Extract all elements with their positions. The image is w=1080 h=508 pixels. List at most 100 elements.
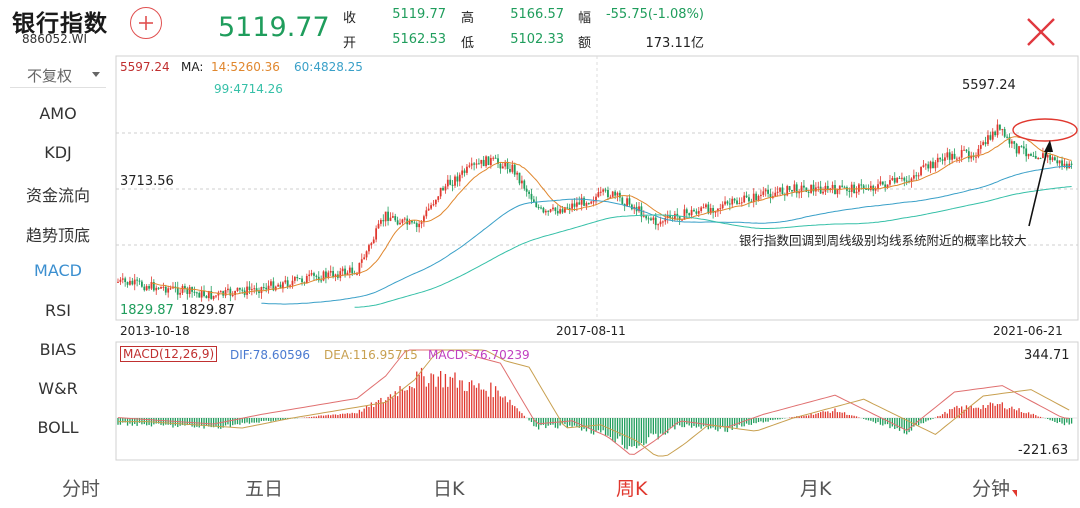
moving-average-lines xyxy=(151,136,1072,308)
candle-body xyxy=(456,176,459,182)
candle-body xyxy=(552,207,554,210)
indicator-kdj[interactable]: KDJ xyxy=(44,143,72,162)
candle-body xyxy=(1010,141,1013,144)
indicator-boll[interactable]: BOLL xyxy=(37,418,79,437)
candle-body xyxy=(284,280,287,283)
candle-body xyxy=(236,287,239,291)
indicator-bias[interactable]: BIAS xyxy=(39,340,77,359)
candle-body xyxy=(119,279,122,282)
tab-monthly-k[interactable]: 月K xyxy=(800,474,831,501)
candle-body xyxy=(382,220,385,222)
candle-body xyxy=(329,270,332,273)
legend-ma-label: MA: xyxy=(181,60,204,74)
add-watchlist-button[interactable] xyxy=(130,7,162,39)
amount-label: 额 xyxy=(578,36,592,51)
candle-body xyxy=(891,177,894,181)
candle-body xyxy=(203,290,205,297)
indicator-amo[interactable]: AMO xyxy=(39,104,77,123)
macd-signal-line xyxy=(117,349,1070,455)
candle-body xyxy=(960,149,963,158)
candle-body xyxy=(716,208,719,212)
tab-five-day[interactable]: 五日 xyxy=(245,474,283,501)
candle-body xyxy=(1013,141,1016,144)
candle-body xyxy=(372,239,375,244)
candle-body xyxy=(544,210,547,213)
tab-label: 分时 xyxy=(62,478,101,500)
candle-body xyxy=(953,153,956,159)
candle-body xyxy=(979,145,982,149)
tab-minute[interactable]: 分钟 xyxy=(972,474,1018,501)
indicator-wr[interactable]: W&R xyxy=(38,379,78,398)
candle-body xyxy=(881,181,884,185)
candle-body xyxy=(145,286,148,291)
candle-body xyxy=(434,199,437,205)
candle-body xyxy=(176,287,179,295)
tab-label: 月K xyxy=(800,478,832,500)
candle-body xyxy=(360,259,363,263)
candle-body xyxy=(745,195,748,198)
candle-body xyxy=(975,156,977,158)
candle-body xyxy=(901,177,903,179)
candle-body xyxy=(152,281,155,291)
candle-body xyxy=(812,184,815,192)
candle-body xyxy=(227,288,229,291)
candle-body xyxy=(889,180,891,185)
candle-body xyxy=(793,184,796,192)
macd-params-label[interactable]: MACD(12,26,9) xyxy=(120,346,218,362)
candle-body xyxy=(487,156,490,165)
legend-ma60: 60:4828.25 xyxy=(294,60,363,74)
candle-body xyxy=(700,207,703,212)
candle-body xyxy=(939,157,942,160)
change-value: -55.75(-1.08%) xyxy=(605,7,704,22)
candle-body xyxy=(219,291,222,293)
annotation-text: 银行指数回调到周线级别均线系统附近的概率比较大 xyxy=(739,233,1027,248)
candle-body xyxy=(413,222,416,224)
candle-body xyxy=(626,198,628,207)
candle-body xyxy=(504,161,507,167)
candle-body xyxy=(537,207,540,209)
candle-body xyxy=(669,215,671,218)
candle-body xyxy=(774,192,777,197)
candle-body xyxy=(492,157,495,159)
kline-chart[interactable] xyxy=(0,0,1080,466)
candle-body xyxy=(638,206,640,212)
candle-body xyxy=(929,161,932,169)
candle-body xyxy=(489,158,492,165)
candle-body xyxy=(654,217,657,226)
low-label: 低 xyxy=(461,36,475,51)
candle-body xyxy=(970,155,973,159)
tab-label: 分钟 xyxy=(972,478,1011,500)
candle-body xyxy=(250,289,253,291)
tab-intraday[interactable]: 分时 xyxy=(62,474,100,501)
candle-body xyxy=(764,189,767,192)
tab-daily-k[interactable]: 日K xyxy=(433,474,464,501)
candle-body xyxy=(516,172,519,175)
candle-body xyxy=(179,292,182,295)
caret-down-icon xyxy=(1012,490,1018,497)
close-x-icon[interactable] xyxy=(1024,15,1058,49)
candle-body xyxy=(131,280,134,285)
candle-body xyxy=(752,193,755,203)
indicator-macd[interactable]: MACD xyxy=(34,261,82,280)
indicator-sidebar: 不复权 AMO KDJ 资金流向 趋势顶底 MACD RSI BIAS W&R … xyxy=(0,58,112,458)
candle-body xyxy=(277,284,280,287)
candle-body xyxy=(989,135,992,140)
candlestick-series xyxy=(117,119,1073,302)
candle-body xyxy=(810,184,812,193)
macd-panel-frame xyxy=(115,341,1079,461)
candle-body xyxy=(231,294,234,296)
adjust-select[interactable]: 不复权 xyxy=(10,60,106,88)
candle-body xyxy=(265,287,268,290)
candle-body xyxy=(707,204,710,214)
candle-body xyxy=(740,202,743,204)
candle-body xyxy=(535,202,538,208)
candle-body xyxy=(709,208,712,214)
candle-body xyxy=(836,189,839,195)
candle-body xyxy=(458,174,461,182)
indicator-trend-top-bottom[interactable]: 趋势顶底 xyxy=(25,226,90,245)
indicator-fund-flow[interactable]: 资金流向 xyxy=(25,186,90,205)
candle-body xyxy=(750,201,753,203)
candle-body xyxy=(442,187,444,191)
tab-weekly-k[interactable]: 周K xyxy=(616,474,647,501)
indicator-rsi[interactable]: RSI xyxy=(45,301,71,320)
